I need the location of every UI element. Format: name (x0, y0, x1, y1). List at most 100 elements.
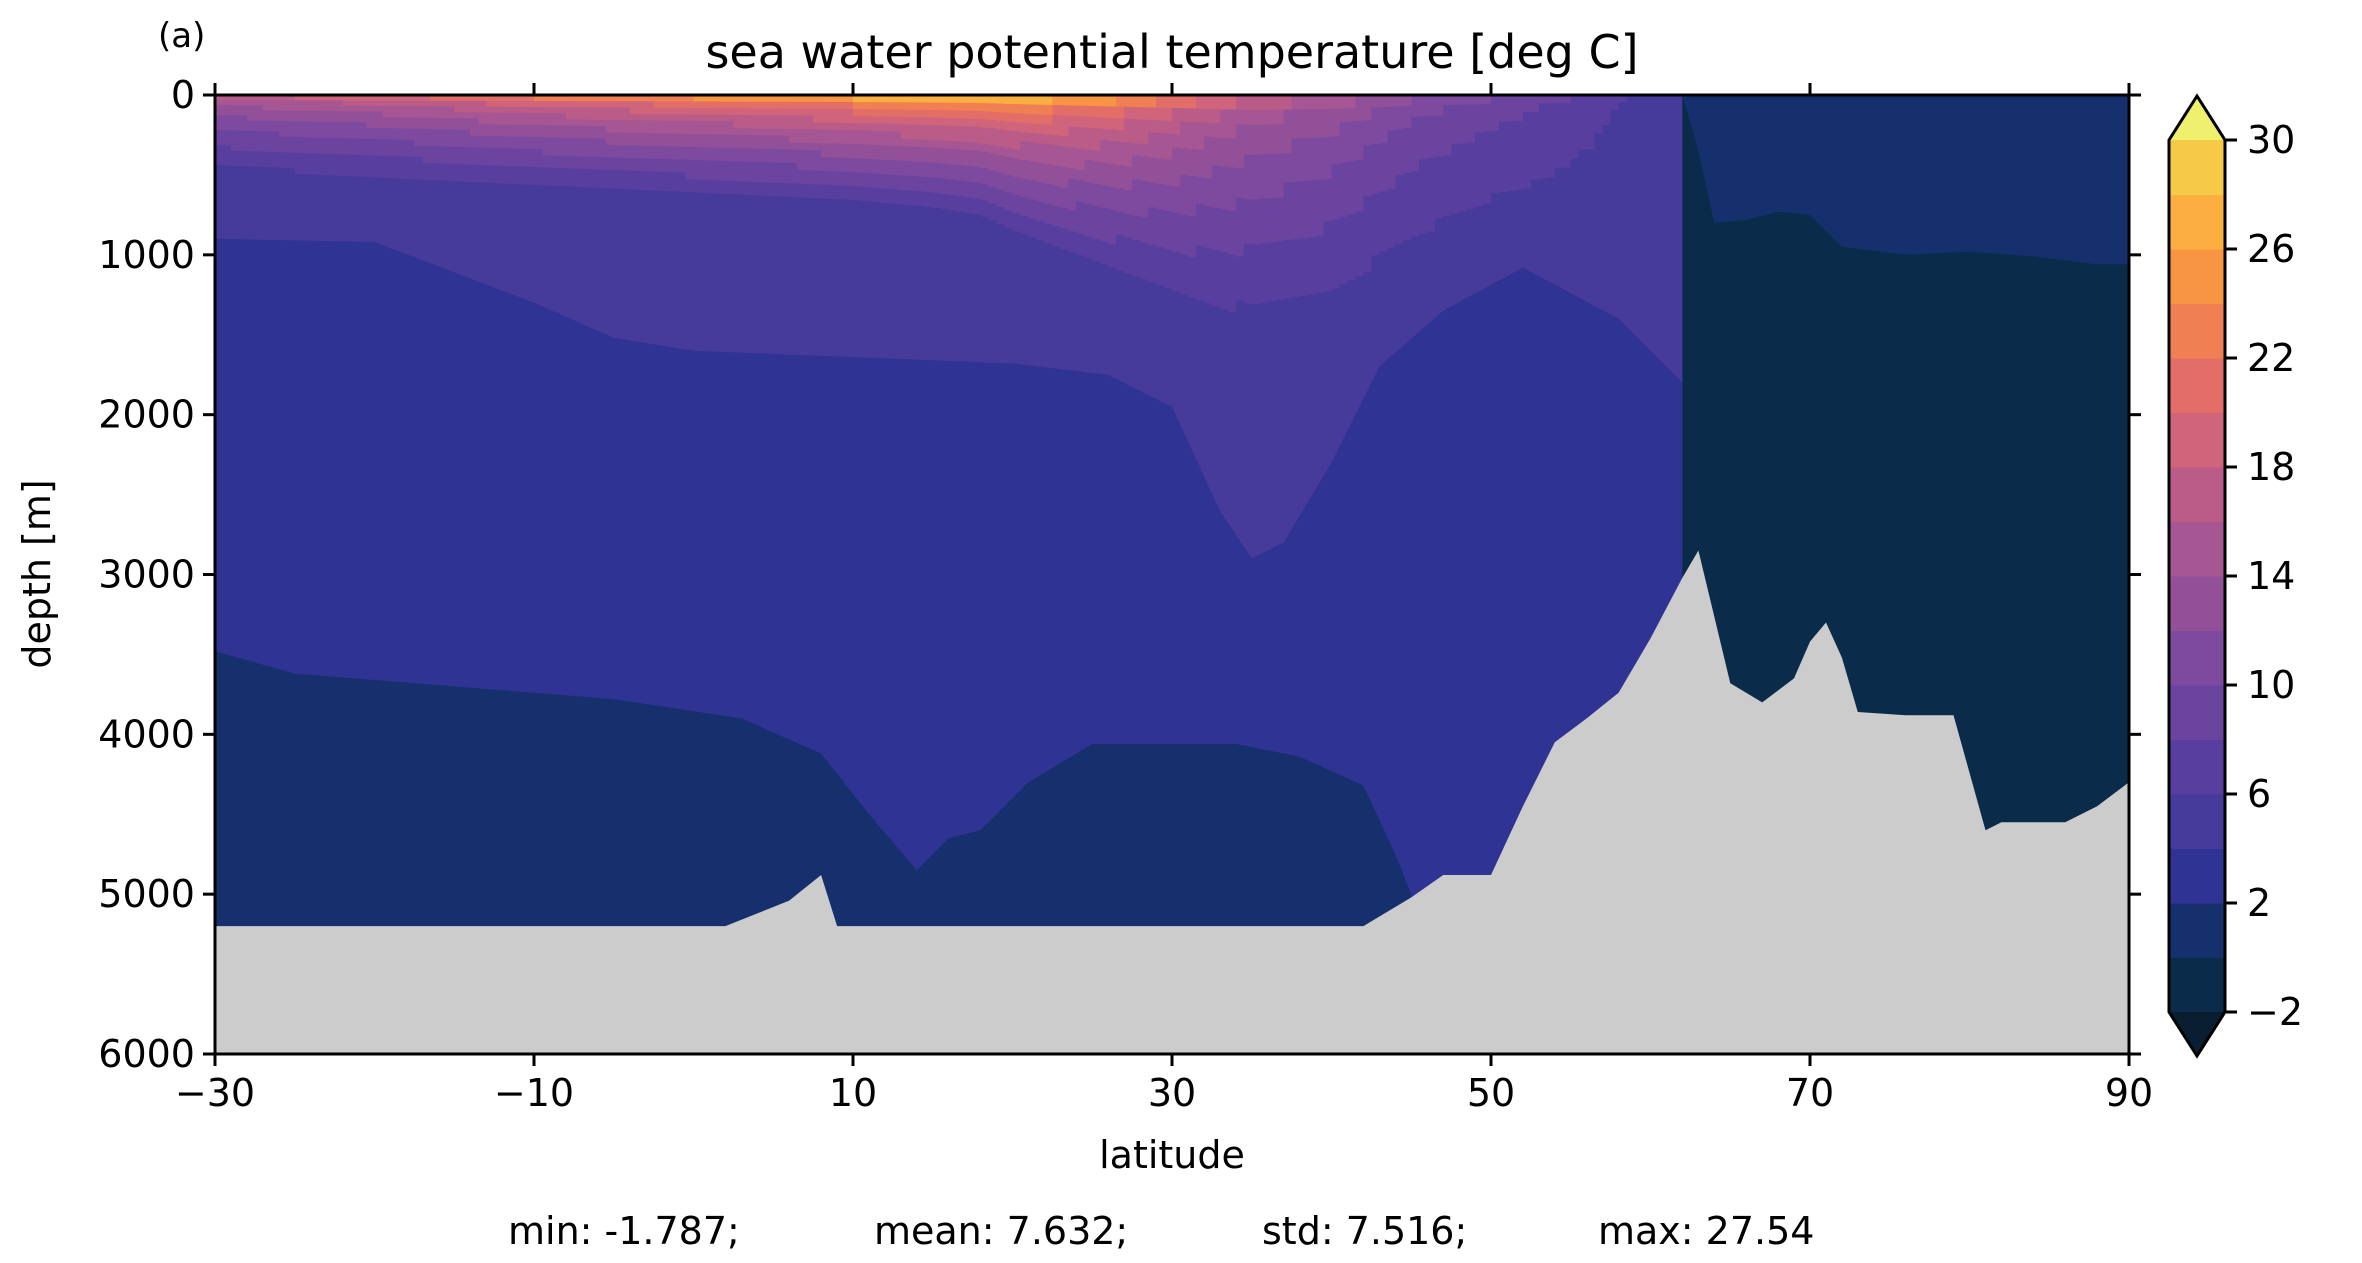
surface-cell (502, 142, 511, 149)
surface-cell (390, 167, 400, 174)
surface-cell (685, 172, 695, 180)
surface-cell (1427, 115, 1436, 128)
surface-cell (988, 120, 998, 130)
x-axis: −30 −10 10 30 50 70 90 (175, 83, 2153, 1115)
surface-cell (597, 150, 607, 158)
surface-cell (1299, 95, 1309, 110)
surface-cell (1267, 212, 1277, 229)
surface-cell (1379, 155, 1388, 168)
surface-cell (797, 142, 806, 151)
surface-cell (1514, 155, 1524, 165)
surface-cell (1259, 243, 1269, 259)
surface-cell (1578, 134, 1588, 143)
surface-cell (1132, 203, 1141, 217)
surface-cell (510, 160, 519, 167)
surface-cell (892, 153, 902, 162)
surface-cell (653, 133, 663, 141)
surface-cell (884, 174, 894, 183)
surface-cell (1036, 143, 1045, 154)
surface-cell (1538, 161, 1548, 171)
surface-cell (1347, 280, 1357, 295)
surface-cell (1546, 177, 1556, 187)
surface-cell (1498, 201, 1508, 211)
surface-cell (805, 190, 814, 199)
surface-cell (1076, 233, 1085, 246)
surface-cell (860, 144, 870, 153)
surface-cell (1602, 208, 1612, 217)
surface-cell (829, 136, 838, 145)
surface-cell (573, 95, 583, 102)
surface-cell (254, 120, 264, 127)
surface-cell (765, 189, 774, 197)
surface-cell (988, 103, 998, 113)
surface-cell (853, 165, 862, 173)
surface-cell (1307, 151, 1317, 167)
surface-cell (1148, 119, 1157, 134)
surface-cell (326, 100, 336, 107)
surface-cell (685, 95, 695, 103)
stat-max: max: 27.54 (1598, 1209, 1814, 1253)
surface-cell (1586, 125, 1596, 135)
surface-cell (1211, 165, 1221, 181)
surface-cell (446, 95, 455, 102)
surface-cell (1403, 250, 1412, 263)
surface-cell (1004, 130, 1014, 140)
surface-cell (454, 158, 463, 165)
surface-cell (326, 143, 336, 150)
surface-cell (390, 106, 400, 113)
surface-cell (318, 153, 328, 160)
surface-cell (270, 141, 280, 148)
surface-cell (837, 157, 846, 166)
surface-cell (454, 135, 463, 142)
surface-cell (1227, 254, 1237, 270)
surface-cell (502, 159, 511, 167)
surface-cell (988, 111, 998, 121)
surface-cell (948, 164, 958, 173)
surface-cell (1060, 228, 1069, 240)
surface-cell (1116, 165, 1125, 178)
surface-cell (1570, 118, 1580, 128)
surface-cell (557, 174, 567, 181)
surface-cell (597, 175, 607, 183)
surface-cell (645, 101, 655, 109)
surface-cell (478, 182, 487, 189)
surface-cell (813, 198, 822, 206)
surface-cell (717, 127, 726, 136)
surface-cell (1610, 206, 1620, 215)
surface-cell (406, 139, 415, 147)
surface-cell (454, 146, 463, 154)
surface-cell (470, 106, 479, 114)
surface-cell (334, 170, 344, 177)
surface-cell (1395, 163, 1404, 176)
surface-cell (1211, 151, 1221, 167)
surface-cell (430, 157, 439, 164)
surface-cell (510, 130, 519, 138)
surface-cell (757, 141, 766, 150)
surface-cell (892, 109, 902, 118)
surface-cell (1594, 102, 1604, 111)
surface-cell (1347, 214, 1357, 228)
surface-cell (1427, 231, 1436, 243)
surface-cell (868, 180, 878, 189)
surface-cell (486, 159, 495, 166)
surface-cell (1164, 159, 1173, 173)
surface-cell (1347, 187, 1357, 202)
surface-cell (876, 130, 886, 139)
surface-cell (1172, 134, 1181, 148)
surface-cell (326, 175, 336, 182)
surface-cell (980, 159, 990, 169)
surface-cell (573, 107, 583, 114)
surface-cell (860, 201, 870, 209)
surface-cell (286, 121, 296, 127)
surface-cell (1546, 136, 1556, 146)
surface-cell (438, 112, 447, 119)
surface-cell (462, 95, 471, 102)
surface-cell (1467, 218, 1476, 229)
surface-cell (1498, 112, 1508, 123)
surface-cell (589, 175, 599, 183)
surface-cell (549, 161, 559, 169)
surface-cell (1602, 155, 1612, 164)
surface-cell (526, 178, 535, 186)
surface-cell (845, 192, 854, 201)
surface-cell (1323, 207, 1333, 222)
